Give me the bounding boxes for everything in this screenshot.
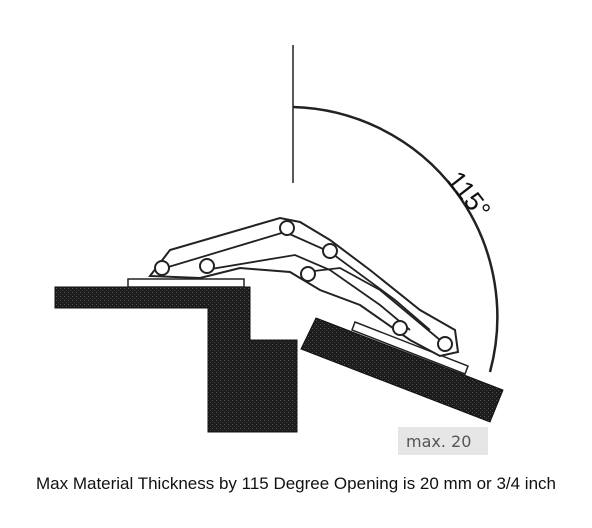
pivot-pin bbox=[279, 220, 295, 236]
door-panel bbox=[300, 317, 504, 423]
hinge-arm bbox=[148, 216, 460, 358]
pivot-pin bbox=[392, 320, 408, 336]
diagram-caption: Max Material Thickness by 115 Degree Ope… bbox=[35, 474, 556, 493]
pivot-pin bbox=[199, 258, 215, 274]
pivot-pin bbox=[322, 243, 338, 259]
mounting-plate bbox=[127, 278, 245, 288]
pivot-pin bbox=[437, 336, 453, 352]
pivot-pin bbox=[300, 266, 316, 282]
max-badge-bg bbox=[398, 427, 488, 455]
max-thickness-label: max. 20 bbox=[406, 432, 471, 451]
pivot-pin bbox=[154, 260, 170, 276]
cabinet-panel bbox=[54, 286, 298, 433]
angle-label: 115° bbox=[441, 165, 497, 224]
hinge-link-inner bbox=[304, 267, 441, 341]
opening-arc bbox=[292, 105, 499, 373]
